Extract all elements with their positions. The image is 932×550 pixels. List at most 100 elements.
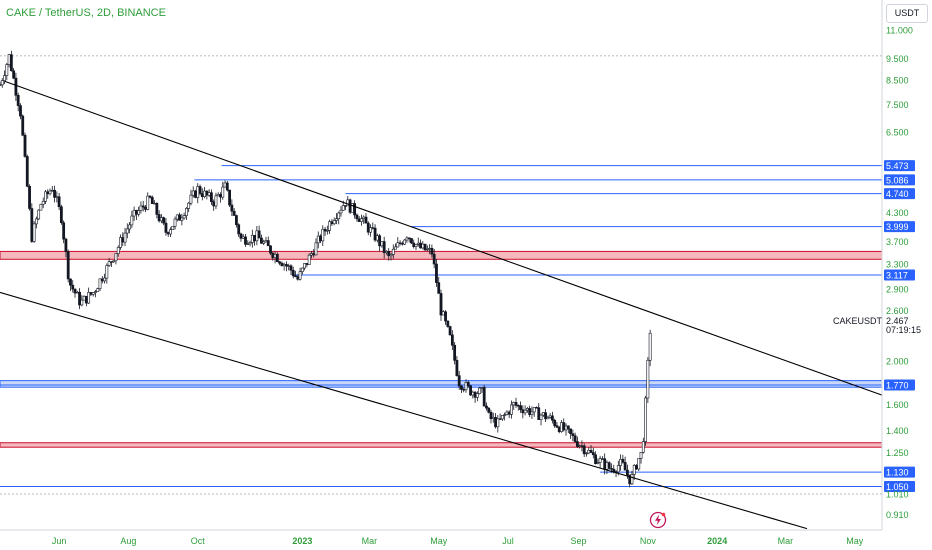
candle-down: [600, 458, 604, 460]
price-tick-3.300: 3.300: [886, 259, 909, 269]
candle-down: [455, 360, 459, 376]
candle-up: [335, 218, 338, 221]
candle-down: [457, 375, 461, 387]
candle-up: [380, 241, 384, 247]
candle-down: [291, 270, 295, 277]
price-badge-1.050[interactable]: [884, 480, 915, 492]
price-badge-1.130[interactable]: [884, 466, 915, 478]
candle-down: [387, 251, 391, 257]
candle-up: [619, 458, 622, 466]
candle-up: [262, 241, 266, 244]
candle-up: [548, 415, 552, 418]
candle-down: [296, 276, 300, 280]
candle-up: [282, 264, 286, 267]
time-axis[interactable]: [0, 530, 882, 550]
candle-up: [173, 218, 177, 227]
candle-up: [425, 248, 429, 251]
price-badge-5.086[interactable]: [884, 174, 915, 186]
candle-down: [435, 263, 438, 283]
candle-down: [469, 385, 472, 396]
candle-up: [300, 267, 304, 273]
candle-down: [521, 409, 525, 414]
candle-up: [339, 209, 343, 214]
candle-up: [587, 450, 591, 454]
time-tick-Nov: Nov: [640, 536, 657, 546]
candle-up: [471, 391, 475, 396]
price-tick-2.600: 2.600: [886, 306, 909, 316]
candle-down: [562, 422, 566, 431]
candle-up: [182, 215, 186, 219]
price-tick-0.910: 0.910: [886, 510, 909, 520]
candle-down: [134, 209, 138, 215]
candle-down: [514, 402, 518, 406]
chart-title[interactable]: CAKE / TetherUS, 2D, BINANCE: [6, 7, 166, 19]
candle-down: [62, 222, 66, 240]
candle-up: [500, 415, 504, 420]
lightning-icon[interactable]: [649, 511, 667, 529]
candle-up: [637, 458, 641, 470]
candle-up: [250, 234, 254, 243]
candle-up: [248, 242, 252, 245]
candle-up: [525, 408, 529, 411]
time-tick-May: May: [846, 536, 864, 546]
price-badge-3.999[interactable]: [884, 221, 915, 233]
candle-up: [128, 224, 131, 230]
candle-up: [114, 253, 118, 262]
candle-up: [246, 243, 250, 245]
candle-down: [423, 243, 427, 251]
candle-up: [214, 195, 218, 207]
candle-up: [321, 228, 325, 242]
candle-up: [396, 242, 400, 248]
channel-line-1[interactable]: [0, 291, 808, 530]
candle-down: [269, 245, 272, 254]
candle-up: [203, 190, 206, 197]
candle-up: [441, 311, 445, 316]
candle-up: [264, 240, 268, 243]
time-tick-Jun: Jun: [52, 536, 67, 546]
candle-down: [607, 462, 611, 469]
candle-up: [496, 418, 500, 428]
candle-up: [82, 295, 86, 301]
candle-up: [375, 235, 379, 241]
candle-up: [303, 263, 307, 269]
candle-up: [491, 417, 495, 419]
candle-down: [410, 238, 413, 244]
price-tick-6.500: 6.500: [886, 128, 909, 138]
price-badge-1.770[interactable]: [884, 379, 915, 391]
candle-down: [285, 264, 288, 267]
candle-up: [350, 203, 354, 213]
candle-up: [37, 209, 41, 220]
candle-up: [480, 387, 484, 389]
candle-up: [91, 292, 95, 295]
candle-down: [194, 190, 197, 198]
channel-line-0[interactable]: [4, 80, 883, 396]
price-badge-3.117[interactable]: [884, 269, 915, 281]
candle-down: [398, 242, 402, 244]
candle-up: [360, 218, 363, 222]
price-badge-text-5.086: 5.086: [886, 175, 909, 185]
price-badge-5.473[interactable]: [884, 160, 915, 172]
candle-up: [80, 299, 84, 306]
candle-down: [571, 433, 575, 436]
candle-down: [569, 428, 572, 434]
time-tick-Mar: Mar: [778, 536, 794, 546]
candle-up: [630, 474, 634, 485]
candle-up: [564, 425, 568, 431]
candle-up: [103, 277, 106, 282]
candle-down: [230, 204, 234, 212]
candle-down: [482, 387, 486, 407]
currency-selector[interactable]: USDT: [886, 4, 928, 23]
candle-down: [21, 115, 25, 136]
candle-down: [16, 95, 20, 106]
candle-up: [132, 209, 136, 217]
candle-down: [109, 261, 113, 263]
price-badge-4.740[interactable]: [884, 188, 915, 200]
candle-down: [14, 77, 18, 96]
resistance-zone-2: [0, 442, 883, 448]
candle-down: [635, 465, 638, 470]
price-badge-text-3.117: 3.117: [886, 271, 908, 281]
time-tick-Oct: Oct: [191, 536, 206, 546]
candle-down: [444, 311, 447, 322]
candle-down: [544, 412, 547, 420]
